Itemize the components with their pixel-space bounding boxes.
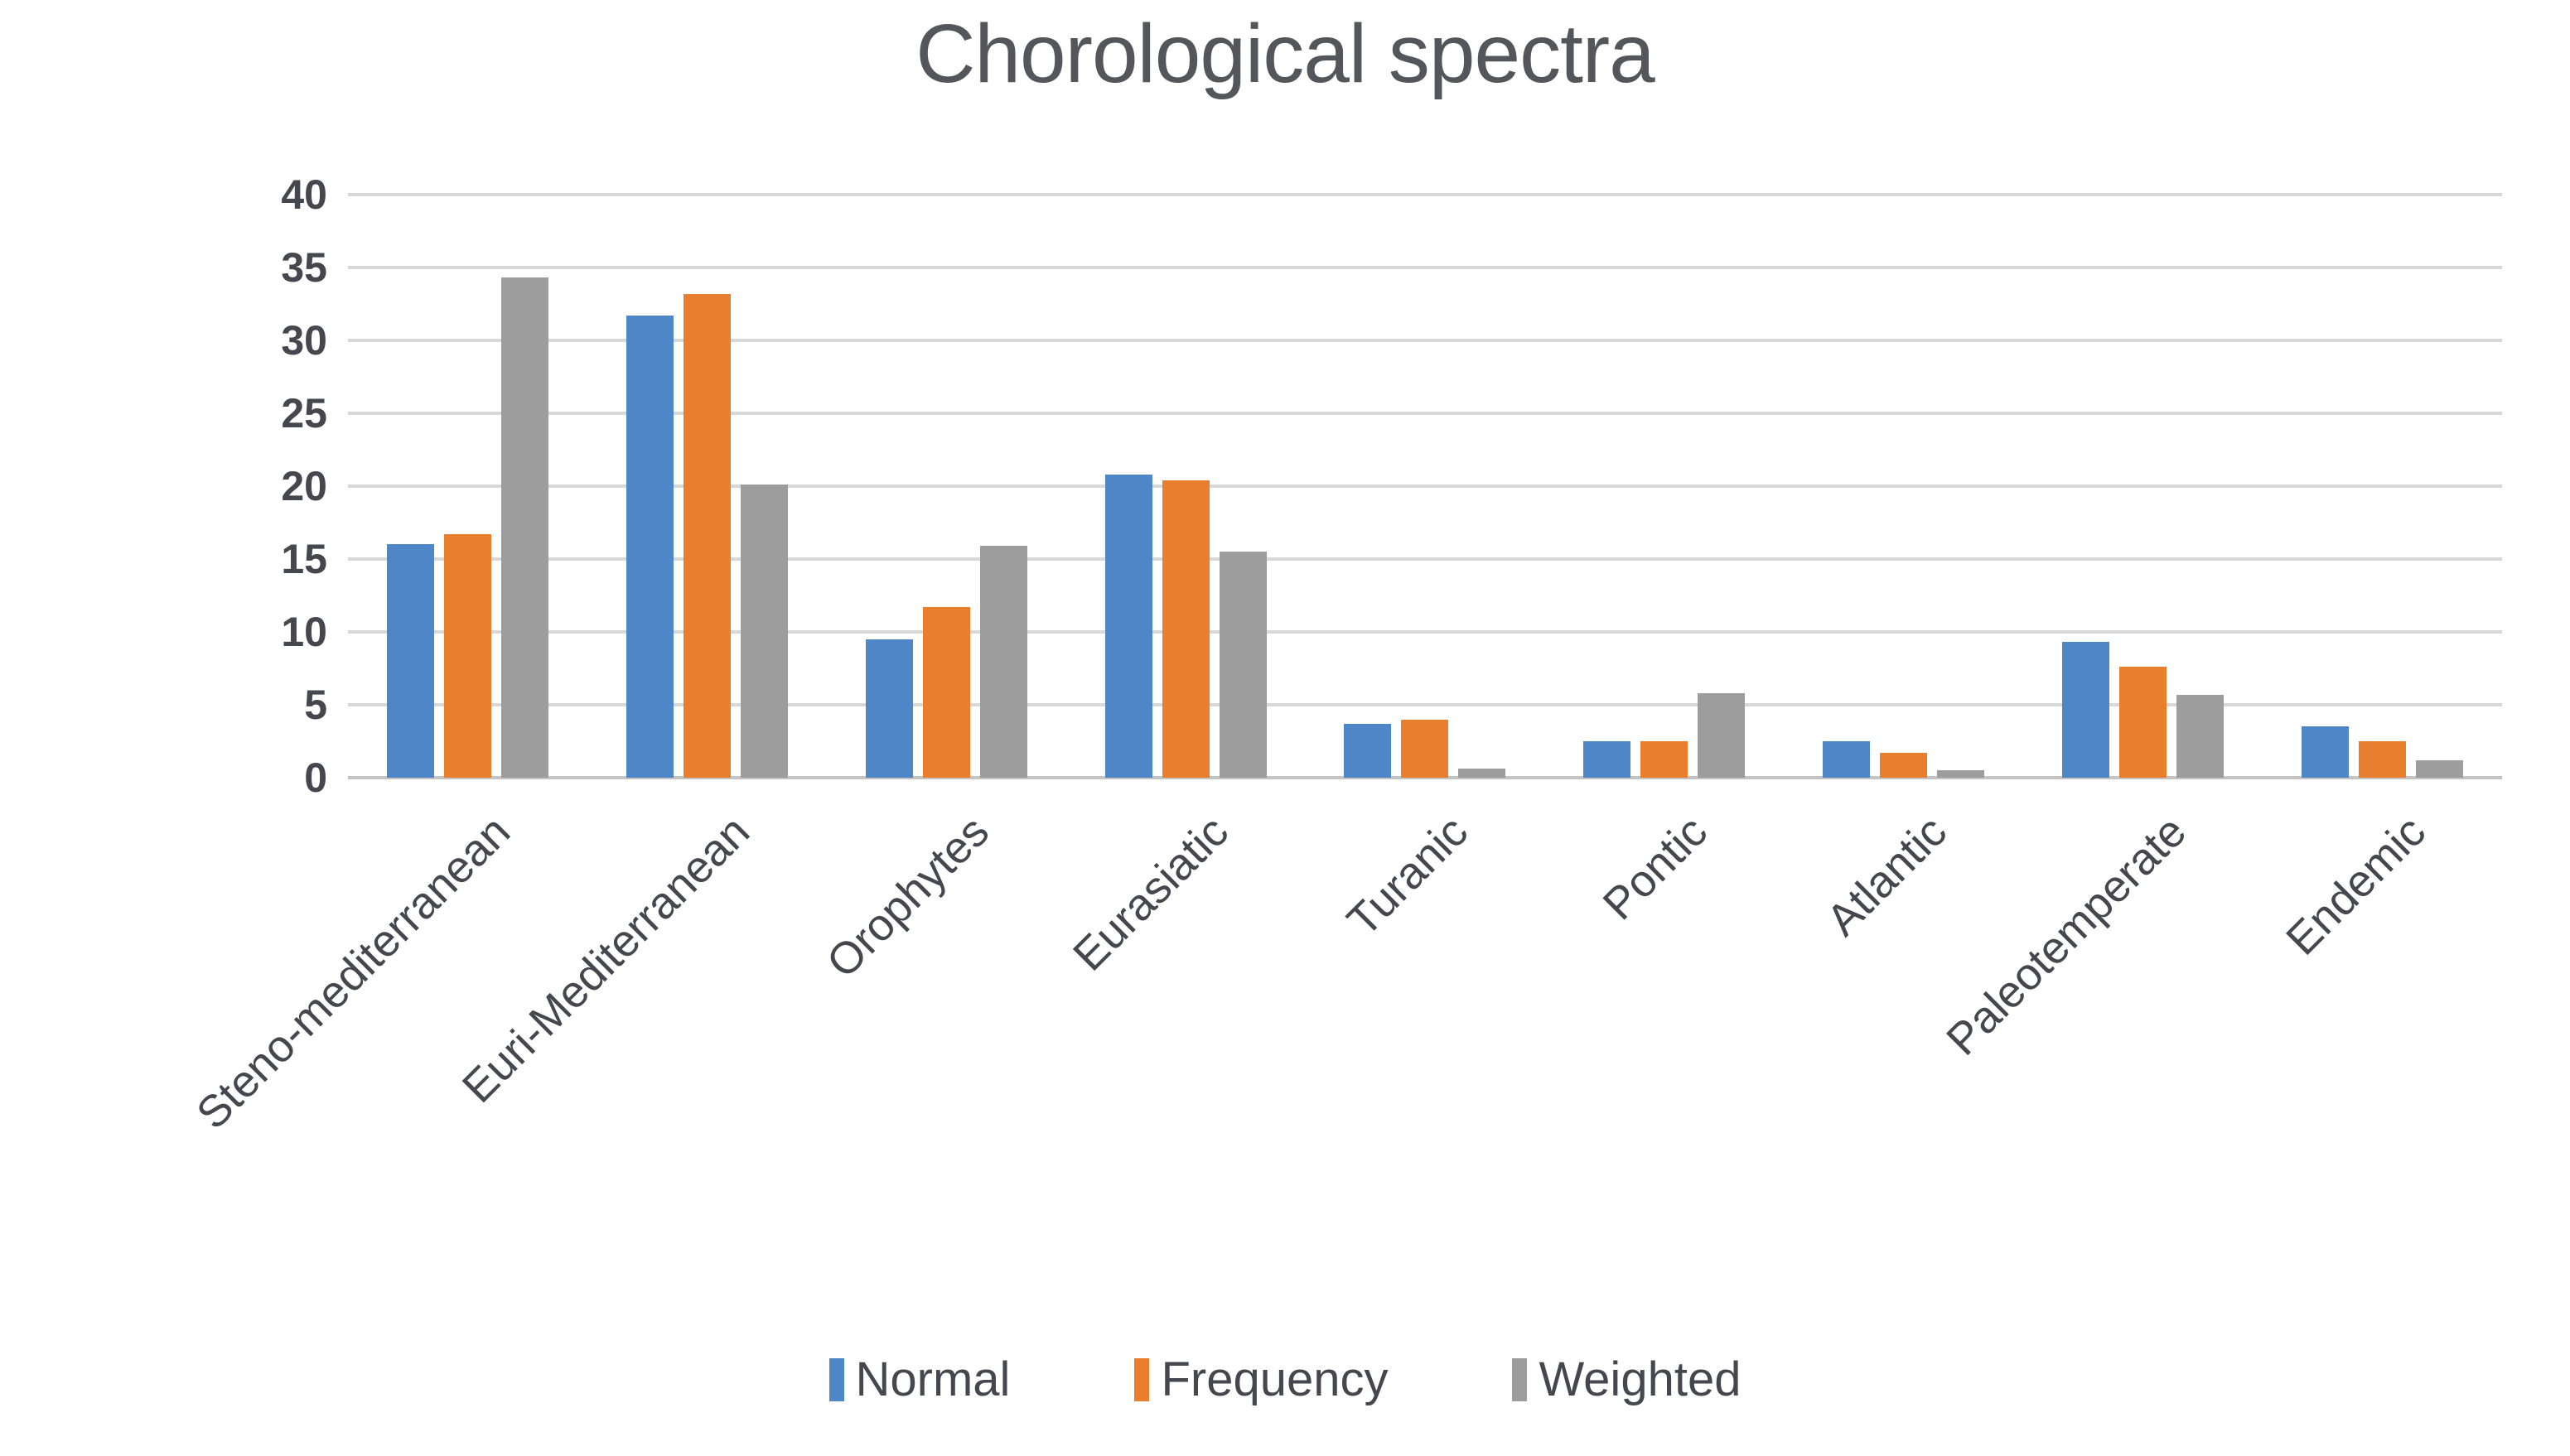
bar-normal-eurasiatic [1104,474,1152,778]
bar-group-orophytes [827,195,1066,778]
gridline-y35 [348,266,2502,269]
y-tick-label-40: 40 [281,171,327,218]
legend-item-weighted: Weighted [1512,1352,1741,1407]
bar-normal-pontic [1583,741,1631,778]
bar-normal-steno-mediterranean [386,544,434,778]
y-tick-label-30: 30 [281,317,327,364]
gridline-y15 [348,557,2502,561]
bar-frequency-euri-mediterranean [683,293,731,778]
gridline-y10 [348,630,2502,634]
x-tick-label-turanic: Turanic [1337,806,1478,947]
bar-group-endemic [2263,195,2502,778]
bar-group-euri-mediterranean [587,195,827,778]
x-tick-label-eurasiatic: Eurasiatic [1064,806,1239,981]
bar-frequency-turanic [1401,719,1449,778]
bar-group-turanic [1306,195,1545,778]
legend-swatch-frequency [1134,1357,1150,1401]
y-tick-label-5: 5 [304,682,327,728]
legend-item-normal: Normal [828,1352,1011,1407]
bar-frequency-paleotemperate [2119,667,2167,778]
bar-normal-endemic [2302,726,2350,778]
chart-title: Chorological spectra [915,7,1655,100]
legend: Normal Frequency Weighted [0,1352,2570,1407]
x-tick-label-orophytes: Orophytes [817,806,999,988]
legend-swatch-normal [828,1357,844,1401]
bar-weighted-orophytes [979,546,1027,778]
bar-frequency-eurasiatic [1162,480,1210,778]
x-axis-line [348,776,2502,779]
bar-frequency-orophytes [922,607,970,778]
gridline-y30 [348,339,2502,342]
bar-weighted-turanic [1458,769,1506,778]
bar-weighted-endemic [2416,759,2464,778]
bar-normal-atlantic [1823,741,1871,778]
y-tick-label-25: 25 [281,390,327,436]
bar-group-atlantic [1784,195,2023,778]
x-tick-label-atlantic: Atlantic [1817,806,1956,946]
bar-frequency-endemic [2359,741,2407,778]
y-tick-label-10: 10 [281,609,327,655]
bar-weighted-steno-mediterranean [500,277,548,778]
legend-label-normal: Normal [855,1352,1011,1406]
y-tick-label-35: 35 [281,244,327,291]
legend-label-frequency: Frequency [1161,1352,1389,1406]
bar-normal-euri-mediterranean [626,316,674,778]
legend-swatch-weighted [1512,1357,1528,1401]
bar-weighted-paleotemperate [2176,694,2225,778]
bar-weighted-euri-mediterranean [740,485,788,778]
bar-group-steno-mediterranean [348,195,587,778]
gridline-y5 [348,703,2502,706]
bar-normal-orophytes [865,639,913,778]
bar-frequency-pontic [1640,741,1688,778]
gridline-y40 [348,193,2502,196]
plot-area [348,193,2502,779]
legend-label-weighted: Weighted [1539,1352,1742,1406]
bar-normal-turanic [1344,723,1392,778]
gridline-y25 [348,412,2502,415]
x-tick-label-steno-mediterranean: Steno-mediterranean [187,806,520,1139]
legend-item-frequency: Frequency [1134,1352,1388,1407]
bar-normal-paleotemperate [2062,642,2110,778]
y-tick-label-15: 15 [281,536,327,582]
y-tick-label-20: 20 [281,463,327,509]
bar-frequency-steno-mediterranean [443,534,491,778]
bar-weighted-atlantic [1937,770,1985,778]
x-tick-label-euri-mediterranean: Euri-Mediterranean [453,806,760,1112]
x-tick-label-pontic: Pontic [1593,806,1717,930]
bar-frequency-atlantic [1880,753,1928,778]
gridline-y20 [348,485,2502,488]
x-tick-label-paleotemperate: Paleotemperate [1936,806,2196,1065]
bar-group-paleotemperate [2023,195,2263,778]
bar-weighted-eurasiatic [1219,552,1267,778]
bar-weighted-pontic [1698,692,1746,778]
x-tick-label-endemic: Endemic [2276,806,2435,965]
bar-group-pontic [1544,195,1784,778]
y-tick-label-0: 0 [304,755,327,801]
bar-group-eurasiatic [1066,195,1306,778]
